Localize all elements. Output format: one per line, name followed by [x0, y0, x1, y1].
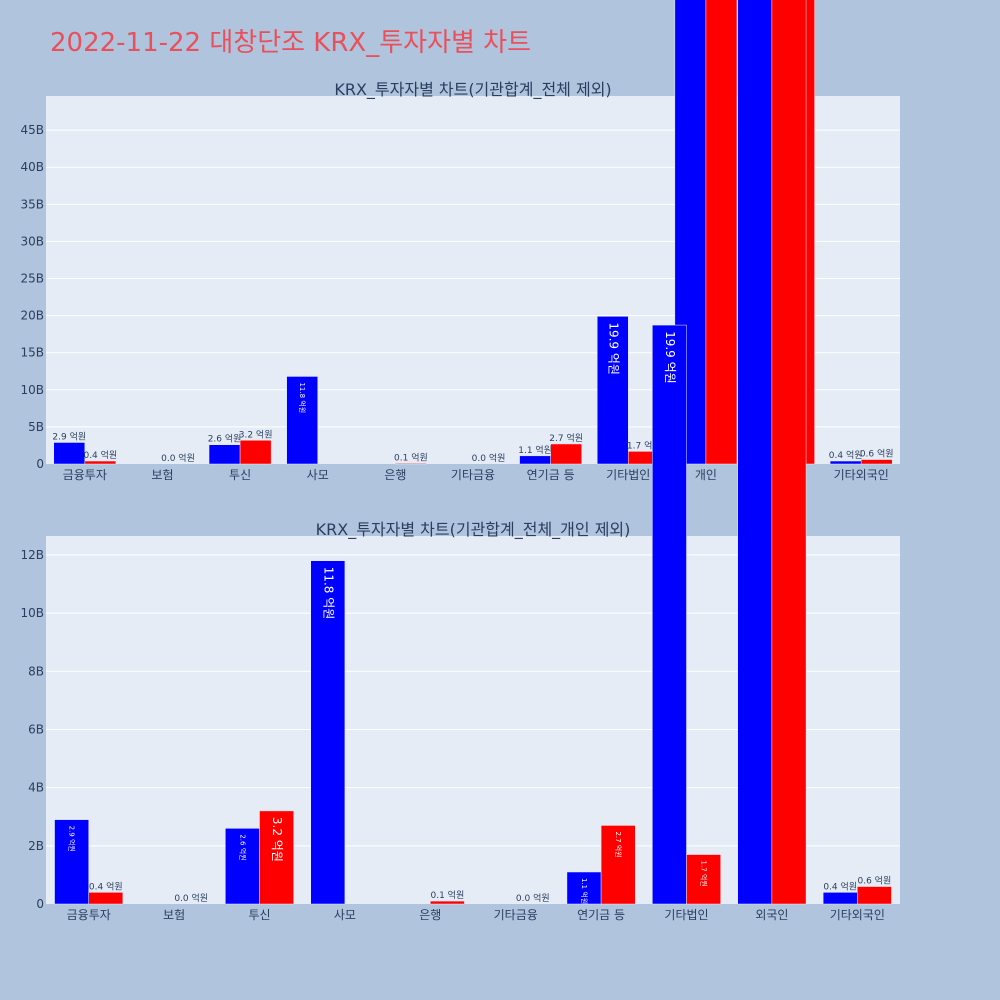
data-label: 0.4 억원: [829, 449, 863, 461]
x-tick-label: 사모: [307, 468, 329, 482]
y-tick-label: 2B: [28, 839, 44, 853]
x-tick-label: 보험: [151, 468, 173, 482]
y-tick-label: 30B: [20, 234, 44, 248]
x-tick-label: 기타외국인: [830, 908, 885, 922]
data-label: 0.1 억원: [394, 451, 428, 463]
bar: [860, 459, 893, 465]
x-tick-label: 외국인: [755, 908, 788, 922]
bar: [652, 324, 687, 905]
data-label: 3.2 억원: [239, 428, 273, 440]
data-label: 0.6 억원: [858, 875, 892, 887]
data-label: 2.7 억원: [614, 831, 623, 857]
data-label: 19.9 억원: [663, 331, 677, 384]
data-label: 0.4 억원: [83, 449, 117, 461]
y-tick-label: 10B: [20, 383, 44, 397]
y-tick-label: 4B: [28, 781, 44, 795]
y-tick-label: 40B: [20, 160, 44, 174]
bar: [519, 455, 551, 465]
x-tick-label: 투신: [248, 908, 270, 922]
data-label: 3.2 억원: [270, 817, 284, 862]
data-label: 0.4 억원: [89, 880, 123, 892]
bar: [771, 0, 807, 905]
bar: [686, 854, 721, 905]
x-tick-label: 기타금융: [451, 468, 495, 482]
bar: [239, 440, 272, 465]
data-label: 11.8 억원: [298, 382, 307, 413]
data-label: 0.0 억원: [516, 892, 550, 904]
bar: [54, 819, 89, 905]
x-tick-label: 연기금 등: [577, 908, 625, 922]
bar: [857, 886, 892, 905]
data-label: 2.6 억원: [238, 834, 247, 860]
y-tick-label: 0: [36, 457, 44, 471]
data-label: 0.0 억원: [161, 452, 195, 464]
y-tick-label: 5B: [28, 420, 44, 434]
data-label: 0.0 억원: [174, 892, 208, 904]
bar: [225, 828, 260, 905]
chart-title: KRX_투자자별 차트(기관합계_전체 제외): [334, 80, 611, 100]
bar: [286, 376, 318, 465]
bar: [259, 810, 294, 905]
x-tick-label: 개인: [695, 468, 717, 482]
chart-2: 0 2B 4B 6B 8B 10B 12B KRX_투자자별 차트(기관합계_전체_개인 제외…: [20, 0, 900, 922]
bar: [550, 443, 582, 465]
x-tick-label: 기타법인: [664, 908, 708, 922]
y-tick-label: 10B: [20, 606, 44, 620]
bar: [430, 900, 465, 905]
x-tick-label: 보험: [163, 908, 185, 922]
bar: [84, 460, 117, 465]
bar: [600, 825, 636, 905]
bar: [53, 442, 86, 465]
x-tick-label: 투신: [229, 468, 251, 482]
x-tick-label: 은행: [419, 907, 441, 922]
y-tick-label: 8B: [28, 664, 44, 678]
x-tick-label: 금융투자: [67, 908, 111, 922]
bar: [829, 460, 862, 465]
y-tick-label: 15B: [20, 346, 44, 360]
data-label: 1.1 억원: [518, 444, 552, 456]
data-label: 2.6 억원: [208, 433, 242, 445]
bar: [88, 892, 124, 905]
y-tick-label: 20B: [20, 309, 44, 323]
y-tick-label: 25B: [20, 272, 44, 286]
bar: [822, 892, 858, 905]
chart-title: KRX_투자자별 차트(기관합계_전체_개인 제외): [316, 520, 631, 540]
bar: [705, 0, 738, 465]
y-tick-label: 45B: [20, 123, 44, 137]
bar: [737, 0, 773, 905]
data-label: 11.8 억원: [321, 567, 335, 620]
data-label: 1.7 억원: [700, 861, 709, 887]
y-tick-label: 12B: [20, 548, 44, 562]
x-tick-label: 금융투자: [63, 468, 107, 482]
data-label: 19.9 억원: [606, 322, 620, 375]
data-label: 0.0 억원: [472, 452, 506, 464]
y-tick-label: 35B: [20, 197, 44, 211]
x-tick-label: 기타법인: [606, 468, 650, 482]
x-tick-label: 사모: [334, 908, 356, 922]
data-label: 2.9 억원: [52, 430, 86, 442]
bar: [395, 463, 427, 465]
bar: [596, 316, 629, 465]
data-label: 0.6 억원: [860, 448, 894, 460]
data-label: 1.1 억원: [580, 878, 589, 904]
data-label: 0.4 억원: [823, 880, 857, 892]
x-tick-label: 기타외국인: [834, 468, 889, 482]
bar: [310, 560, 346, 905]
x-tick-label: 연기금 등: [527, 468, 575, 482]
x-tick-label: 기타금융: [494, 908, 538, 922]
data-label: 2.9 억원: [68, 826, 77, 852]
bar: [208, 444, 241, 465]
data-label: 0.1 억원: [431, 889, 465, 901]
y-tick-label: 0: [36, 897, 44, 911]
data-label: 2.7 억원: [549, 432, 583, 444]
x-tick-label: 은행: [384, 467, 406, 482]
page-title: 2022-11-22 대창단조 KRX_투자자별 차트: [50, 28, 532, 58]
y-tick-label: 6B: [28, 722, 44, 736]
